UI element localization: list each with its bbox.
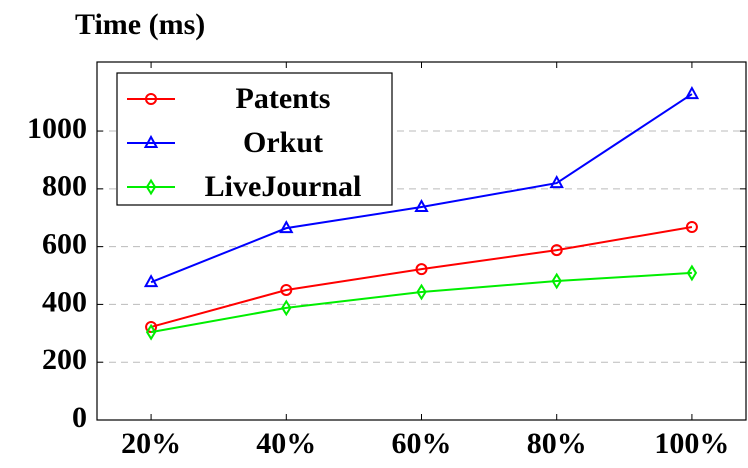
legend-label: LiveJournal [205,170,362,203]
x-tick-label: 100% [654,427,729,460]
point [143,274,159,288]
point [415,263,428,276]
point [685,220,698,233]
point [280,283,293,296]
point [549,174,564,189]
legend-label: Orkut [243,126,323,159]
point [279,220,294,234]
y-tick-label: 1000 [27,112,87,145]
point [281,299,292,317]
point [143,134,159,148]
point [550,244,563,257]
y-axis-label: Time (ms) [75,8,205,41]
x-tick-label: 80% [527,427,587,460]
y-tick-label: 800 [42,170,87,203]
legend-box [116,72,393,206]
point [145,323,157,341]
point [416,283,427,301]
series-line [150,93,693,284]
x-tick-label: 40% [256,427,316,460]
y-tick-label: 200 [42,343,87,376]
point [551,272,562,290]
x-tick-label: 20% [121,427,181,460]
x-tick-label: 60% [392,427,452,460]
point [145,93,157,105]
y-tick-label: 400 [42,285,87,318]
series-line [150,271,692,334]
point [684,85,700,100]
plot-frame [96,61,747,421]
legend-label: Patents [236,82,331,115]
point [145,178,157,196]
point [686,264,698,282]
y-tick-label: 0 [72,401,87,434]
point [414,198,429,213]
series-line [150,226,693,328]
y-tick-label: 600 [42,228,87,261]
